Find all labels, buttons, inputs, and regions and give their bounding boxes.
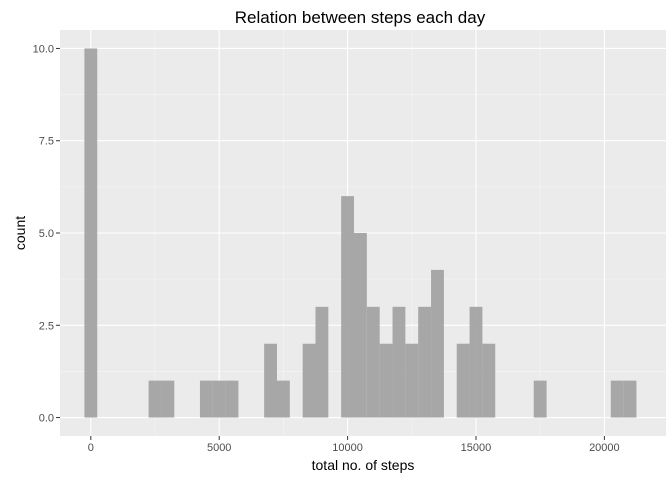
histogram-bar (366, 306, 380, 418)
histogram-bar (482, 343, 496, 418)
histogram-bar (392, 306, 406, 418)
x-tick-label: 0 (88, 442, 94, 454)
y-tick-label: 7.5 (39, 136, 54, 148)
histogram-bar (315, 306, 329, 418)
x-axis-label: total no. of steps (312, 457, 415, 473)
histogram-bar (84, 48, 98, 418)
y-tick-label: 0.0 (39, 413, 54, 425)
histogram-bar (533, 380, 547, 418)
y-tick-label: 2.5 (39, 320, 54, 332)
histogram-bar (456, 343, 470, 418)
histogram-bar (341, 196, 355, 418)
x-tick-label: 20000 (589, 442, 620, 454)
histogram-bar (225, 380, 239, 418)
histogram-bar (431, 269, 444, 418)
histogram-bar (302, 343, 316, 418)
histogram-bar (199, 380, 213, 418)
histogram-bar (264, 343, 277, 418)
histogram-bar (379, 343, 393, 418)
histogram-bars (84, 48, 637, 418)
histogram-bar (161, 380, 175, 418)
chart-title: Relation between steps each day (235, 8, 486, 27)
x-tick-label: 5000 (207, 442, 231, 454)
histogram-bar (276, 380, 290, 418)
y-tick-label: 5.0 (39, 228, 54, 240)
histogram-bar (405, 343, 419, 418)
x-tick-label: 10000 (332, 442, 363, 454)
histogram-bar (623, 380, 637, 418)
histogram-bar (418, 306, 432, 418)
histogram-bar (148, 380, 162, 418)
histogram-bar (469, 306, 483, 418)
axes: 0 5000 10000 15000 20000 0.0 2.5 5.0 7.5 10.0 (33, 43, 620, 454)
y-axis-label: count (12, 216, 28, 250)
histogram-bar (354, 233, 367, 418)
histogram-bar (610, 380, 624, 418)
x-tick-label: 15000 (461, 442, 492, 454)
histogram-bar (212, 380, 226, 418)
y-tick-label: 10.0 (33, 43, 54, 55)
